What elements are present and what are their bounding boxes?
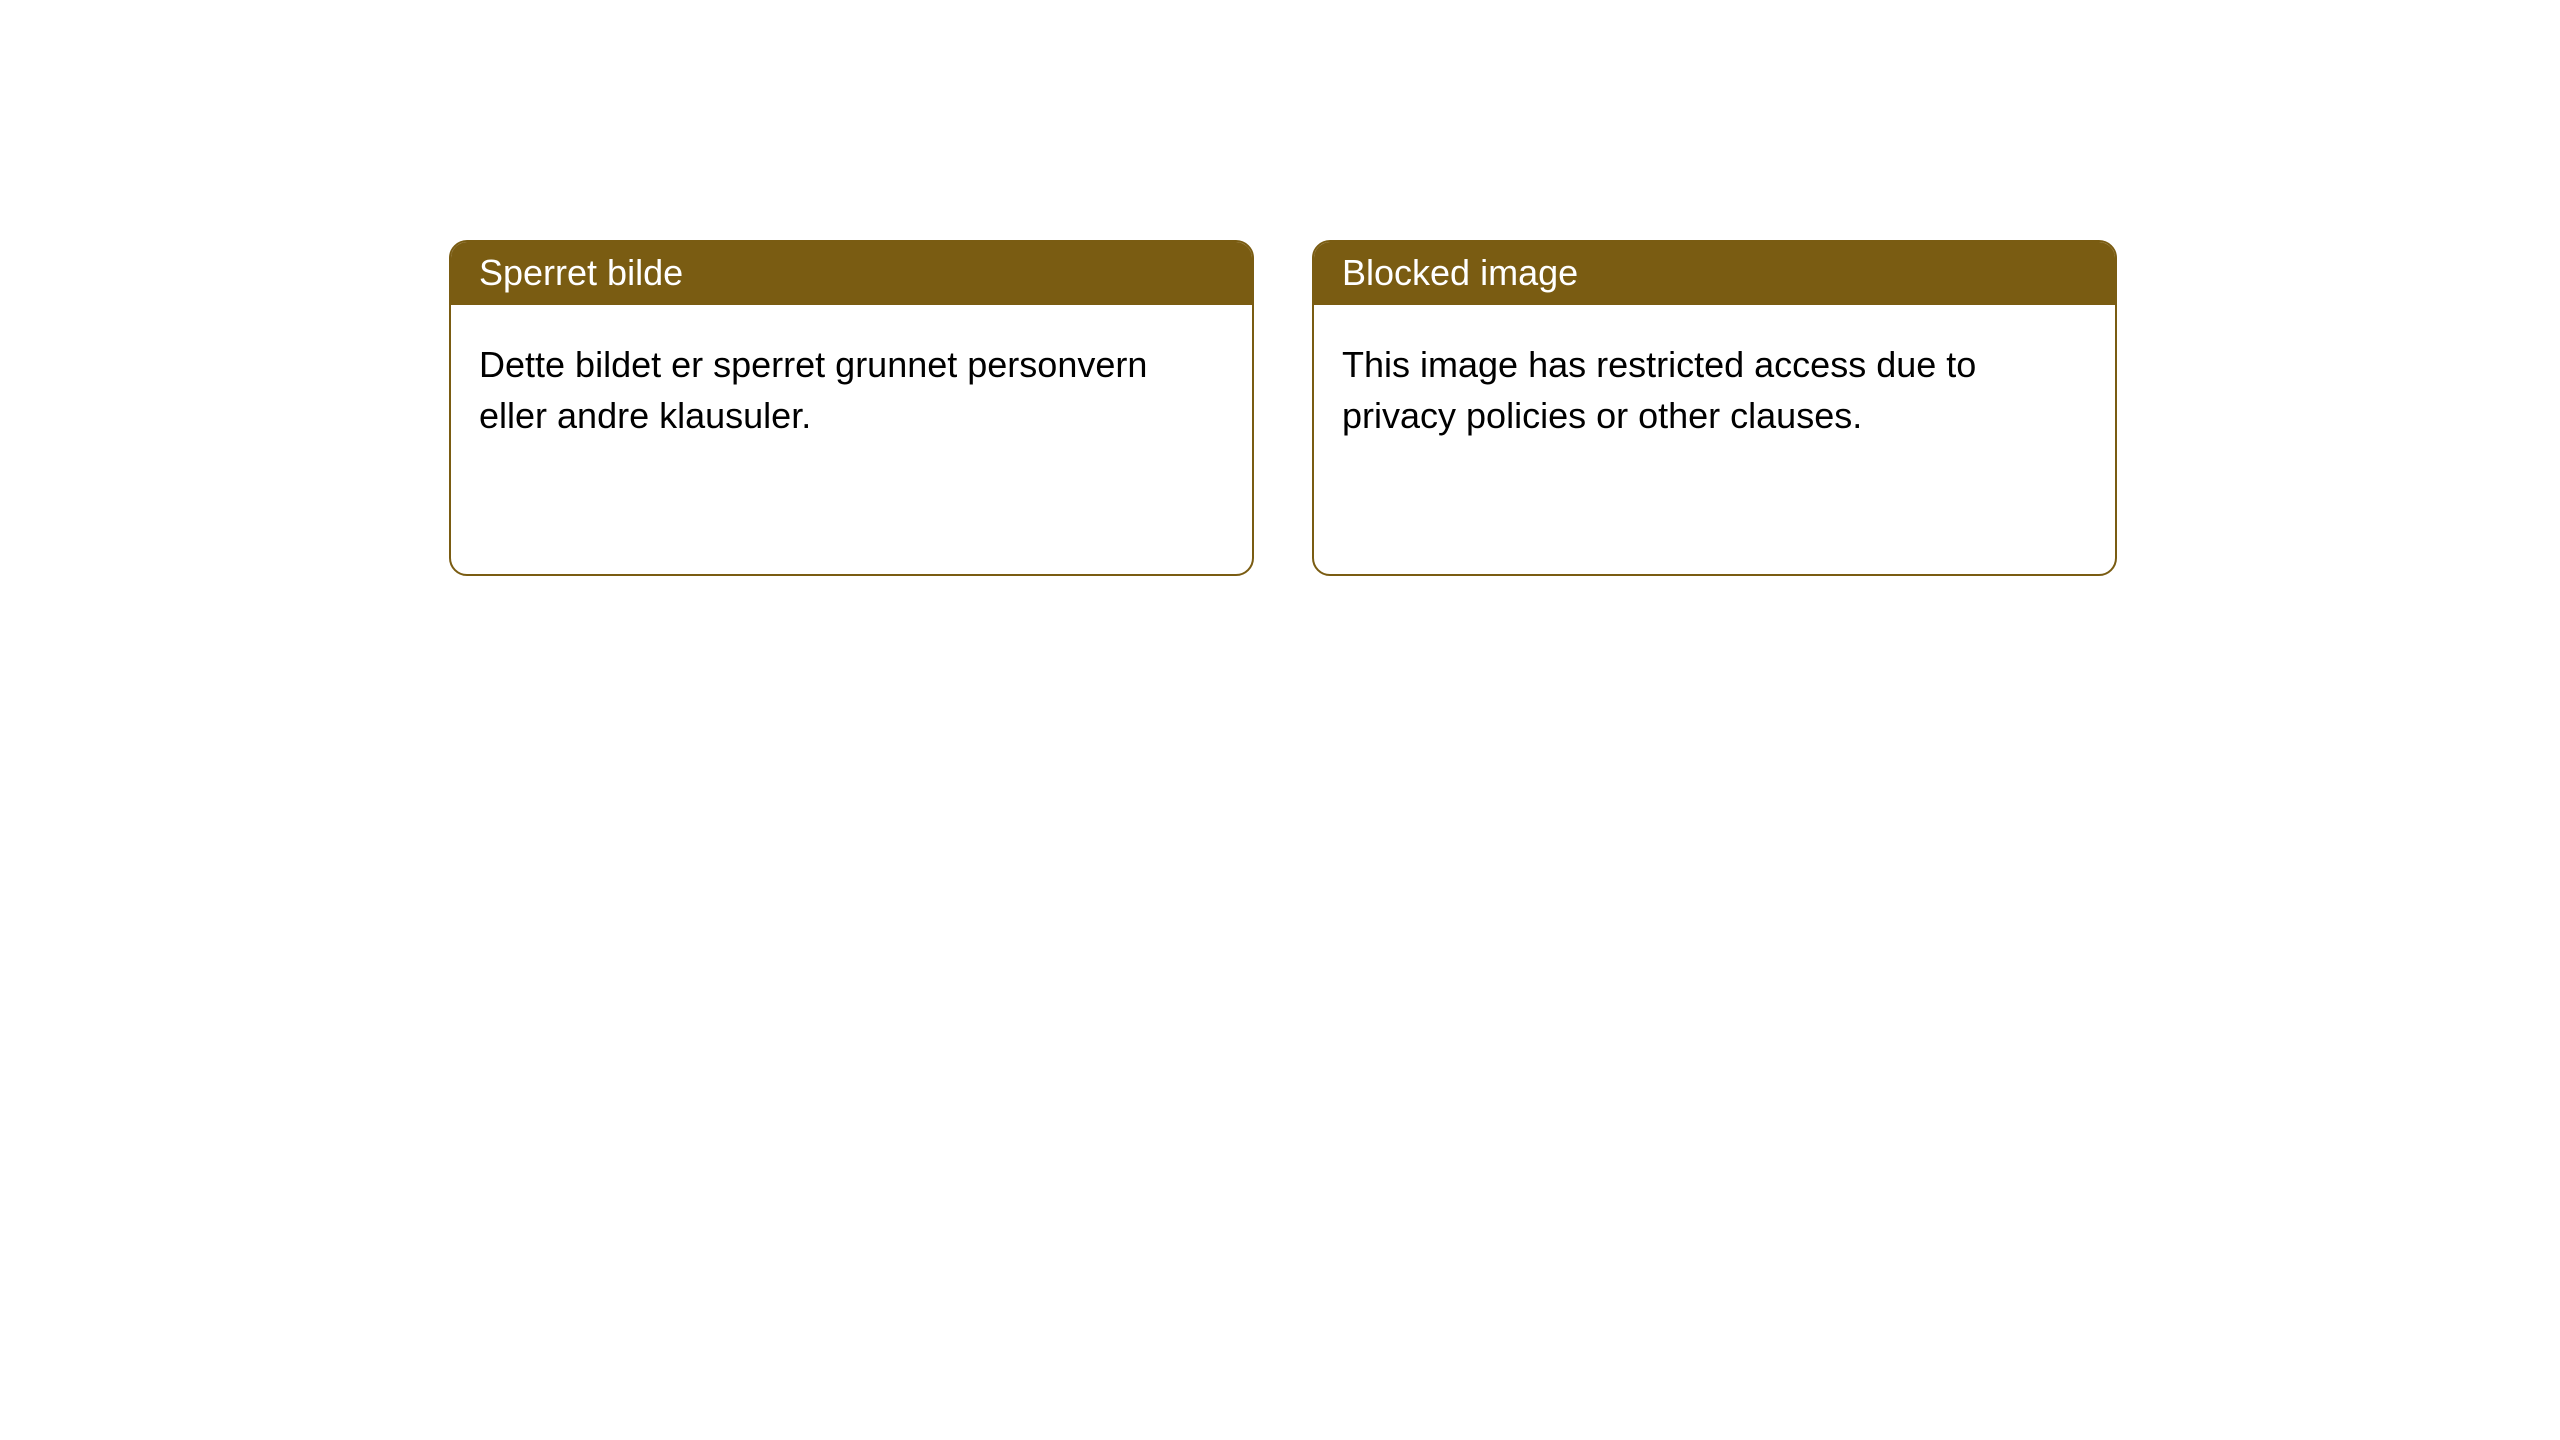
- notice-card-body: Dette bildet er sperret grunnet personve…: [451, 305, 1252, 469]
- notice-card-body: This image has restricted access due to …: [1314, 305, 2115, 469]
- notice-card-english: Blocked image This image has restricted …: [1312, 240, 2117, 576]
- notice-card-header: Sperret bilde: [451, 242, 1252, 305]
- notice-card-header: Blocked image: [1314, 242, 2115, 305]
- notice-container: Sperret bilde Dette bildet er sperret gr…: [449, 240, 2117, 576]
- notice-card-norwegian: Sperret bilde Dette bildet er sperret gr…: [449, 240, 1254, 576]
